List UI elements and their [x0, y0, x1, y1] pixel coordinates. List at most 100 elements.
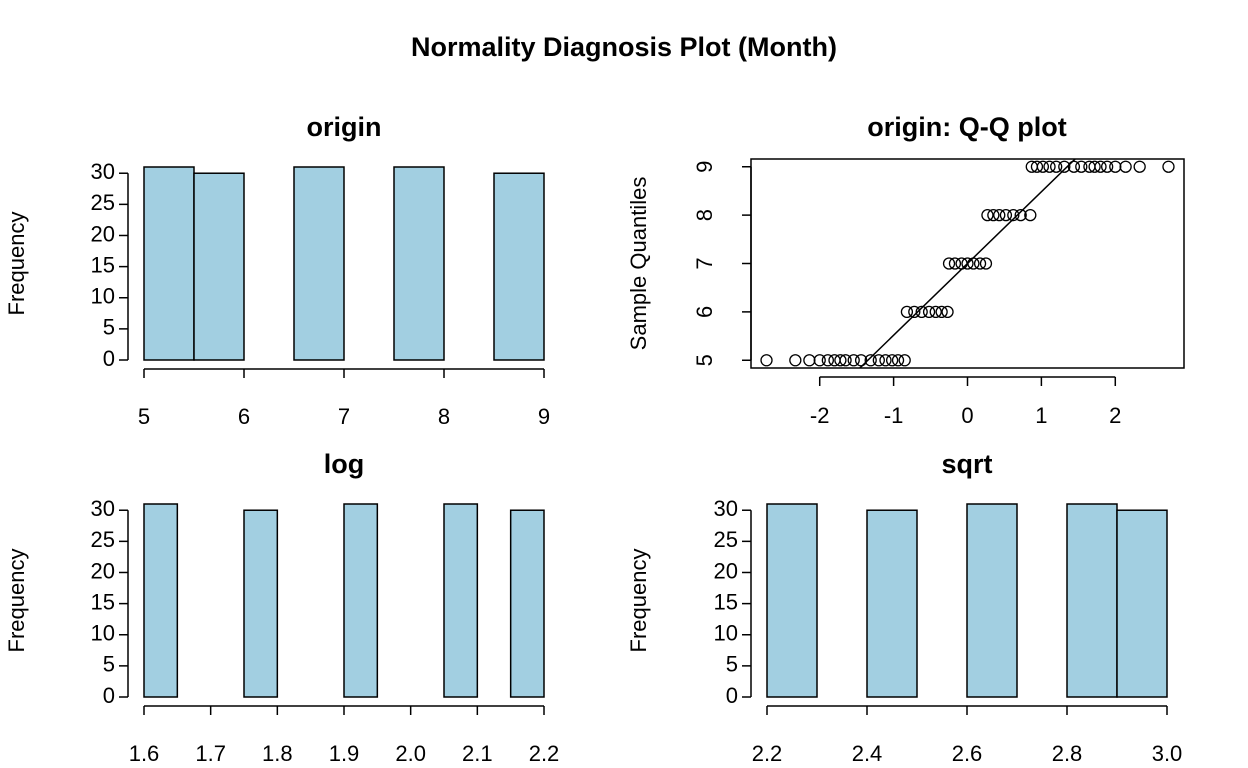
x-tick-label: 0: [961, 403, 973, 428]
y-axis-label: Frequency: [4, 549, 29, 653]
main-title: Normality Diagnosis Plot (Month): [411, 32, 837, 62]
qq-point: [908, 305, 921, 319]
histogram-bar: [143, 166, 195, 361]
qq-point: [891, 354, 905, 367]
y-tick-label: 0: [726, 683, 738, 708]
y-tick-label: 6: [692, 306, 717, 318]
panel-title: origin: Q-Q plot: [867, 112, 1066, 142]
y-tick-label: 10: [91, 621, 115, 646]
qq-point: [760, 354, 773, 367]
histogram-bar: [766, 503, 818, 698]
x-tick-label: 2.6: [952, 741, 983, 766]
histogram-bar: [193, 172, 245, 361]
x-tick-label: 3.0: [1152, 741, 1183, 766]
x-tick-label: 1.7: [195, 741, 226, 766]
qq-point: [900, 305, 914, 319]
y-axis-label: Sample Quantiles: [626, 177, 651, 351]
qq-point: [847, 354, 860, 367]
qq-point: [821, 354, 834, 367]
x-tick-label: 2.0: [395, 741, 426, 766]
y-tick-label: 25: [91, 190, 115, 215]
qq-point: [1024, 208, 1037, 222]
y-tick-label: 7: [692, 257, 717, 269]
x-tick-label: -1: [884, 403, 904, 428]
qq-point: [885, 354, 899, 367]
x-tick-label: 2.1: [462, 741, 493, 766]
y-tick-label: 0: [103, 346, 115, 371]
y-tick-label: 20: [714, 558, 738, 583]
qq-point: [1109, 160, 1122, 173]
y-tick-label: 20: [91, 558, 115, 583]
qq-point: [941, 305, 954, 319]
panel-title: sqrt: [941, 449, 992, 479]
qq-point: [999, 208, 1013, 222]
qq-point: [854, 354, 868, 367]
qq-point: [864, 354, 877, 367]
qq-point: [1101, 160, 1114, 173]
histogram-bar: [509, 509, 545, 698]
qq-point: [979, 257, 993, 270]
y-tick-label: 30: [714, 496, 738, 521]
y-axis-label: Frequency: [4, 212, 29, 316]
histogram-bar: [293, 166, 345, 361]
qq-point: [942, 257, 956, 270]
panel-title: log: [324, 449, 365, 479]
histogram-bar: [866, 509, 918, 698]
qq-point: [1094, 160, 1107, 173]
qq-point: [1162, 160, 1175, 173]
histogram-bar: [1116, 509, 1168, 698]
x-tick-label: 1.9: [329, 741, 360, 766]
qq-point: [1133, 160, 1146, 173]
x-tick-label: 2.4: [852, 741, 883, 766]
histogram-bar: [143, 503, 179, 698]
y-tick-label: 5: [692, 354, 717, 366]
x-tick-label: 9: [538, 404, 550, 429]
qq-point: [981, 208, 994, 222]
x-tick-label: 6: [238, 404, 250, 429]
qq-point: [1058, 160, 1071, 173]
y-tick-label: 15: [714, 589, 738, 614]
y-tick-label: 5: [103, 315, 115, 340]
y-tick-label: 0: [103, 683, 115, 708]
histogram-bar: [493, 172, 545, 361]
qq-point: [789, 354, 802, 367]
x-tick-label: 1.8: [262, 741, 293, 766]
x-tick-label: 2.2: [752, 741, 783, 766]
y-tick-label: 30: [91, 159, 115, 184]
x-tick-label: -2: [810, 403, 830, 428]
y-tick-label: 10: [714, 621, 738, 646]
qq-point: [1007, 208, 1020, 222]
qq-point: [1036, 160, 1050, 173]
x-tick-label: 2.8: [1052, 741, 1083, 766]
y-tick-label: 25: [91, 527, 115, 552]
panel-title: origin: [307, 112, 382, 142]
qq-point: [987, 208, 1000, 222]
y-tick-label: 15: [91, 589, 115, 614]
histogram-bar: [343, 503, 379, 698]
qq-point: [961, 257, 974, 270]
histogram-bar: [443, 503, 479, 698]
x-tick-label: 8: [438, 404, 450, 429]
qq-point: [948, 257, 962, 270]
y-tick-label: 15: [91, 252, 115, 277]
qq-point: [955, 257, 968, 270]
qq-point: [993, 208, 1006, 222]
qq-point: [1050, 160, 1063, 173]
qq-point: [967, 257, 980, 270]
x-tick-label: 1: [1035, 403, 1047, 428]
y-axis-label: Frequency: [626, 549, 651, 653]
qq-point: [915, 305, 928, 319]
y-tick-label: 8: [692, 209, 717, 221]
y-tick-label: 5: [103, 652, 115, 677]
qq-point: [1014, 208, 1027, 222]
qq-point: [1119, 160, 1132, 173]
x-tick-label: 7: [338, 404, 350, 429]
qq-point: [803, 354, 816, 367]
histogram-bar: [966, 503, 1018, 698]
qq-point: [922, 305, 936, 319]
qq-point: [1030, 160, 1044, 173]
x-tick-label: 2: [1109, 403, 1121, 428]
qq-point: [872, 354, 885, 367]
x-tick-label: 5: [138, 404, 150, 429]
